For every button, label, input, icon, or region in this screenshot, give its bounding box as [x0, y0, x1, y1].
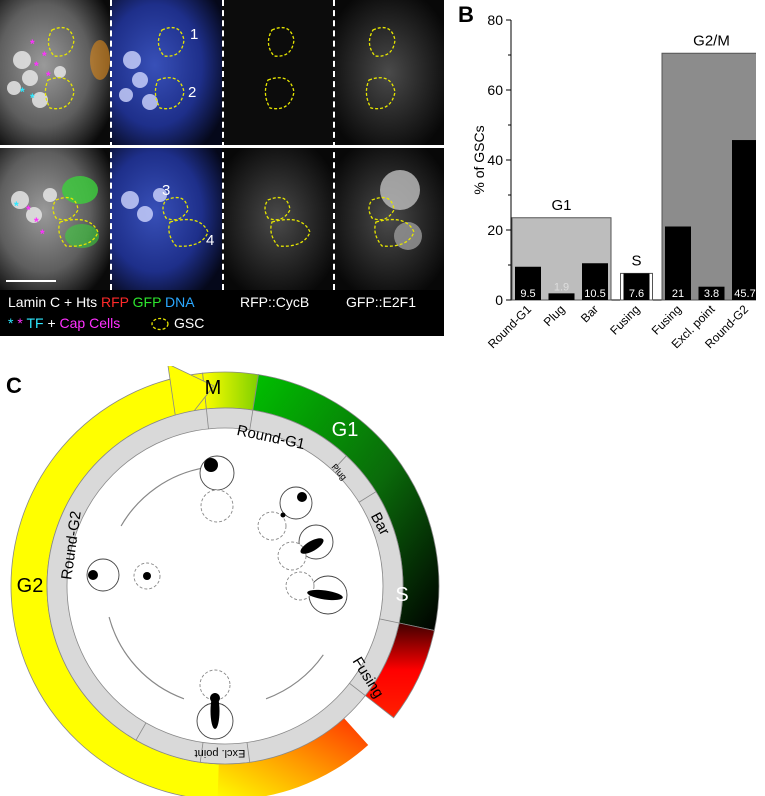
svg-text:*: * [30, 91, 35, 105]
svg-text:*: * [34, 215, 39, 229]
legend-rfp: RFP [100, 294, 133, 310]
tile-cycb-top [222, 0, 333, 145]
group-boxes: G1 S G2/M [511, 32, 756, 301]
cell-number-2: 2 [188, 84, 197, 101]
legend-cap-cells: Cap Cells [59, 315, 121, 331]
row-separator [0, 145, 444, 148]
svg-text:*: * [42, 49, 47, 63]
panel-label-c: C [6, 373, 22, 398]
y-tick-label: 20 [487, 222, 503, 238]
legend-line-2: * * TF + Cap Cells [8, 315, 120, 331]
channel-label-cycb: RFP::CycB [240, 294, 310, 310]
x-tick-label: Fusing [607, 302, 642, 337]
bar [698, 286, 725, 300]
fusing-band [217, 718, 369, 796]
legend-tf: TF [26, 315, 48, 331]
gsc-outline-icon [151, 317, 169, 331]
svg-text:*: * [34, 59, 39, 73]
phase-label-m: M [205, 377, 222, 399]
svg-text:*: * [40, 227, 45, 241]
cell-number-4: 4 [206, 232, 215, 249]
group-label: S [631, 252, 641, 269]
micrograph-panel: * * * * * * * * * * 1 [0, 0, 444, 336]
data-label: 10.5 [584, 288, 605, 300]
group-label: G2/M [693, 32, 730, 49]
data-label: 21 [672, 288, 684, 300]
cell-number-1: 1 [190, 26, 199, 43]
y-tick-label: 60 [487, 82, 503, 98]
bar [582, 263, 608, 300]
tile-dna-bottom [110, 148, 222, 290]
bar [623, 273, 650, 300]
y-axis-label: % of GSCs [471, 125, 487, 194]
cell-drawings [86, 455, 348, 740]
tile-merge-bottom [0, 148, 110, 290]
svg-text:*: * [14, 199, 19, 213]
legend-lamin: Lamin C + Hts [8, 294, 101, 310]
y-tick-label: 80 [487, 12, 503, 28]
bar-chart: % of GSCs 0 20 40 60 80 G1 S G2/M 9.5 1.9 10.5 7.… [471, 12, 756, 352]
x-tick-label: Bar [578, 302, 601, 325]
data-label: 7.6 [629, 288, 644, 300]
legend-dna: DNA [165, 294, 195, 310]
data-label: 3.8 [704, 288, 719, 300]
tile-dna-top [110, 0, 222, 145]
bar [665, 226, 691, 300]
legend-gfp: GFP [132, 294, 166, 310]
substage-excl-point: Excl. point [195, 747, 246, 759]
svg-text:*: * [30, 37, 35, 51]
tile-e2f1-bottom [333, 148, 444, 290]
tile-e2f1-top [333, 0, 444, 145]
x-tick-label: Plug [541, 302, 568, 329]
phase-label-g2: G2 [17, 575, 44, 597]
y-tick-label: 0 [495, 292, 503, 308]
legend-cap-asterisk: * [17, 315, 27, 331]
x-tick-label: Round-G1 [485, 302, 534, 351]
svg-text:*: * [26, 203, 31, 217]
legend-gsc: GSC [174, 315, 205, 331]
data-label: 9.5 [520, 288, 535, 300]
bar [548, 293, 575, 300]
svg-text:*: * [20, 85, 25, 99]
bar [732, 140, 756, 300]
svg-text:*: * [46, 69, 51, 83]
panel-label-b: B [458, 2, 474, 27]
cell-number-3: 3 [162, 182, 171, 199]
legend-plus: + [47, 315, 60, 331]
y-tick-label: 40 [487, 152, 503, 168]
data-label: 1.9 [554, 281, 569, 293]
channel-label-e2f1: GFP::E2F1 [346, 294, 417, 310]
bars: 9.5 1.9 10.5 7.6 21 3.8 45.7 [515, 140, 756, 300]
legend-tf-asterisk: * [8, 315, 18, 331]
phase-ring [10, 366, 440, 796]
phase-label-s: S [395, 584, 408, 606]
scale-bar [6, 280, 56, 282]
group-label: G1 [551, 197, 571, 214]
bar [515, 266, 541, 300]
micrograph-images: ** ** * * * * ** [0, 0, 444, 290]
phase-label-g1: G1 [332, 419, 359, 441]
tile-cycb-bottom [222, 148, 333, 290]
data-label: 45.7 [734, 288, 755, 300]
legend-line-1: Lamin C + Hts RFP GFP DNA [8, 294, 195, 310]
